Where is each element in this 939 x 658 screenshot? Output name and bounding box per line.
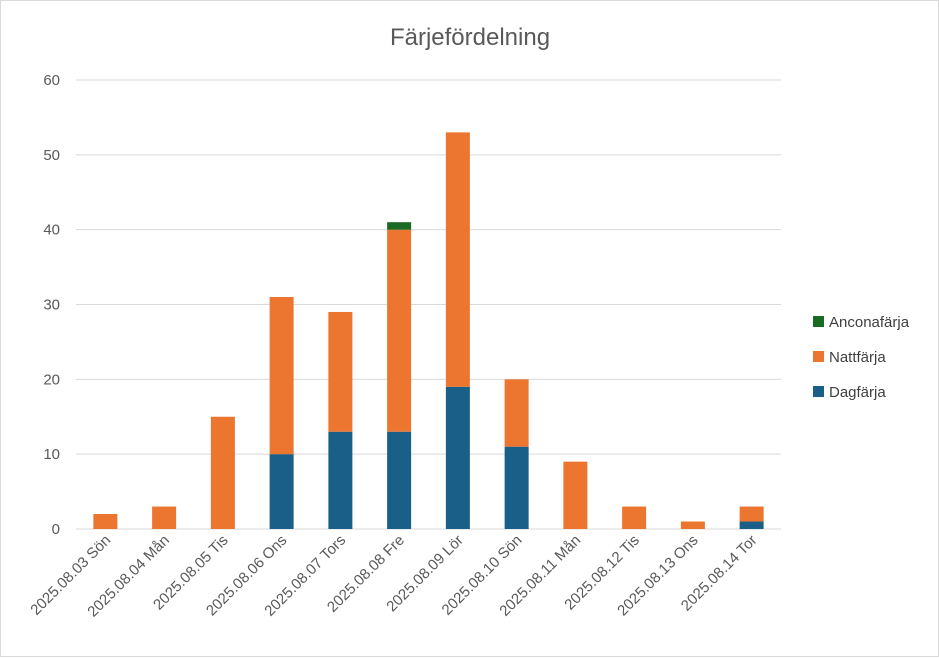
gridlines (76, 79, 781, 530)
bar-segment-nattfärja (328, 311, 353, 432)
bar-segment-nattfärja (269, 297, 294, 455)
bar-segment-nattfärja (680, 521, 705, 529)
bar-segment-nattfärja (563, 461, 588, 529)
bar-segment-dagfärja (445, 386, 470, 529)
bar-segment-nattfärja (152, 506, 177, 529)
bars (93, 132, 764, 529)
y-tick-label: 0 (52, 521, 60, 538)
bar-segment-nattfärja (622, 506, 647, 529)
bar-segment-dagfärja (739, 521, 764, 529)
bar-segment-anconafärja (387, 222, 412, 230)
bar-segment-dagfärja (328, 431, 353, 529)
legend: Anconafärja Nattfärja Dagfärja (813, 314, 910, 401)
y-tick-label: 50 (43, 147, 60, 164)
y-tick-label: 30 (43, 297, 60, 314)
y-tick-label: 20 (43, 371, 60, 388)
legend-swatch (813, 351, 824, 362)
bar-segment-nattfärja (739, 506, 764, 522)
y-tick-label: 10 (43, 446, 60, 463)
bar-segment-nattfärja (210, 416, 235, 529)
legend-swatch (813, 386, 824, 397)
chart-title: Färjefördelning (390, 24, 550, 51)
legend-label: Nattfärja (829, 349, 886, 366)
legend-swatch (813, 316, 824, 327)
bar-segment-nattfärja (93, 514, 118, 529)
legend-label: Dagfärja (829, 384, 886, 401)
bar-segment-dagfärja (504, 446, 529, 529)
bar-segment-nattfärja (387, 229, 412, 432)
legend-label: Anconafärja (829, 314, 910, 331)
bar-segment-nattfärja (504, 379, 529, 447)
y-axis-ticks: 0 10 20 30 40 50 60 (43, 72, 60, 538)
bar-segment-nattfärja (445, 132, 470, 387)
y-tick-label: 60 (43, 72, 60, 89)
y-tick-label: 40 (43, 222, 60, 239)
bar-segment-dagfärja (269, 454, 294, 529)
bar-segment-dagfärja (387, 431, 412, 529)
